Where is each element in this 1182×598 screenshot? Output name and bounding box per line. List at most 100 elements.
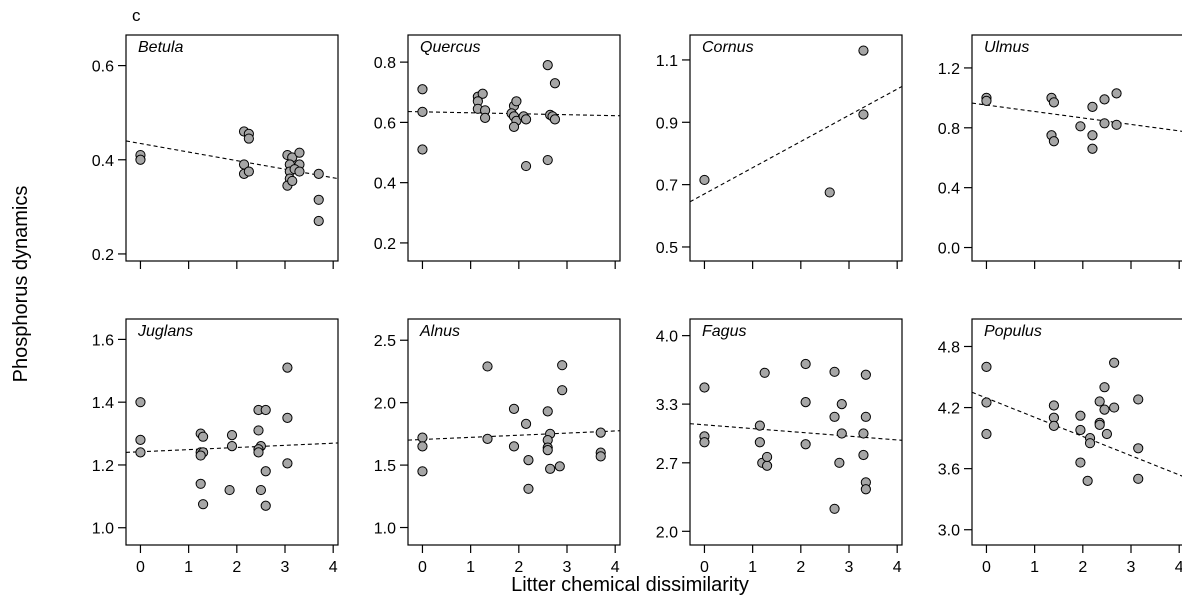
data-point: [1075, 121, 1086, 132]
data-point: [135, 447, 146, 458]
data-point: [135, 397, 146, 408]
data-point: [981, 361, 992, 372]
y-tick-label: 2.0: [374, 396, 396, 413]
x-tick-label: 4: [893, 559, 902, 576]
panel-quercus: Quercus 0.2 0.4 0.6 0.8: [374, 34, 621, 269]
data-point: [860, 484, 871, 495]
data-point: [981, 95, 992, 106]
data-point: [595, 451, 606, 462]
y-tick-label: 1.2: [92, 458, 114, 475]
data-point: [195, 450, 206, 461]
data-point: [313, 168, 324, 179]
trend-line: [971, 102, 1182, 132]
data-point: [1094, 419, 1105, 430]
y-tick-label: 2.5: [374, 333, 396, 350]
x-tick-label: 2: [514, 559, 523, 576]
data-point: [542, 406, 553, 417]
data-point: [417, 144, 428, 155]
data-point: [260, 500, 271, 511]
x-tick-label: 4: [611, 559, 620, 576]
data-point: [1099, 94, 1110, 105]
panel-title: Cornus: [702, 39, 754, 56]
data-point: [1133, 394, 1144, 405]
data-point: [1048, 97, 1060, 108]
data-point: [549, 114, 561, 125]
data-point: [135, 434, 146, 445]
trend-line: [689, 85, 903, 203]
data-point: [1087, 130, 1098, 141]
data-point: [294, 147, 305, 158]
panel-title: Betula: [138, 39, 183, 56]
data-point: [761, 460, 773, 471]
panel-title: Juglans: [137, 323, 193, 340]
y-tick-label: 1.6: [92, 332, 114, 349]
data-point: [1111, 88, 1122, 99]
data-point: [699, 382, 710, 393]
data-point: [557, 385, 568, 396]
data-point: [834, 457, 845, 468]
x-tick-label: 1: [184, 559, 193, 576]
data-point: [135, 154, 146, 165]
x-tick-label: 2: [1078, 559, 1087, 576]
x-tick-label: 4: [329, 559, 338, 576]
y-tick-label: 0.2: [92, 247, 114, 264]
y-tick-label: 0.8: [938, 121, 960, 138]
y-tick-label: 0.4: [938, 181, 960, 198]
data-point: [699, 174, 710, 186]
data-point: [1109, 357, 1120, 368]
data-point: [824, 187, 835, 198]
data-point: [1099, 404, 1110, 415]
panel-ulmus: Ulmus 0.0 0.4 0.8 1.2: [938, 34, 1182, 269]
y-tick-label: 1.4: [92, 395, 114, 412]
trend-line: [125, 140, 339, 180]
y-tick-label: 2.0: [656, 524, 678, 541]
data-point: [1048, 136, 1060, 147]
x-tick-label: 0: [136, 559, 145, 576]
x-tick-label: 2: [796, 559, 805, 576]
panel-frame: [125, 34, 339, 262]
x-tick-label: 0: [418, 559, 427, 576]
y-tick-label: 4.2: [938, 401, 960, 418]
data-point: [479, 112, 491, 123]
trend-line: [407, 430, 621, 441]
data-point: [1084, 438, 1096, 449]
data-point: [860, 411, 871, 422]
data-point: [860, 369, 871, 380]
data-point: [1048, 400, 1060, 411]
data-point: [754, 420, 765, 431]
panel-frame: [971, 34, 1182, 262]
data-point: [508, 403, 520, 415]
data-point: [226, 430, 238, 441]
y-tick-label: 1.2: [938, 61, 960, 78]
data-point: [1101, 428, 1113, 440]
data-point: [294, 166, 305, 177]
data-point: [836, 428, 847, 439]
x-tick-label: 1: [1030, 559, 1039, 576]
y-tick-label: 0.9: [656, 115, 678, 132]
data-point: [1109, 402, 1120, 413]
data-point: [482, 433, 493, 444]
data-point: [1087, 101, 1098, 112]
panel-frame: [689, 318, 903, 546]
x-tick-label: 3: [1127, 559, 1136, 576]
data-point: [759, 367, 770, 378]
panel-title: Fagus: [702, 323, 746, 340]
data-point: [260, 466, 271, 477]
data-point: [520, 114, 532, 125]
panel-frame: [125, 318, 339, 546]
data-point: [542, 154, 553, 166]
data-point: [417, 106, 428, 117]
data-point: [313, 215, 324, 227]
data-point: [1094, 396, 1105, 407]
data-point: [282, 412, 293, 423]
data-point: [417, 432, 428, 443]
data-point: [520, 418, 532, 429]
data-point: [829, 411, 840, 422]
data-point: [1087, 143, 1098, 154]
data-point: [417, 466, 428, 477]
y-tick-label: 0.0: [938, 241, 960, 258]
data-point: [508, 121, 520, 133]
data-point: [282, 362, 293, 373]
y-tick-label: 2.7: [656, 456, 678, 473]
x-tick-label: 0: [700, 559, 709, 576]
